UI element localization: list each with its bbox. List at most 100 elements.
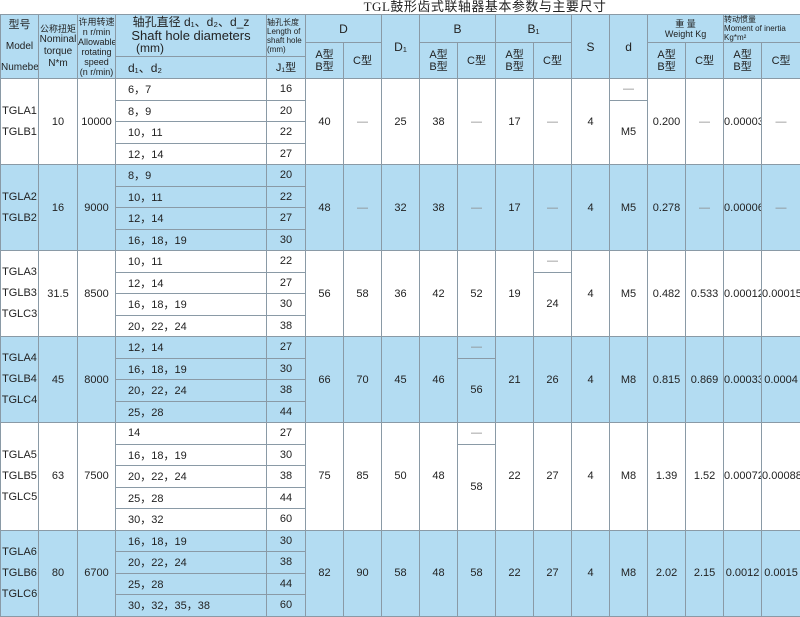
shaft-length-cell: 38 <box>266 314 306 337</box>
model-number: TGLA5 <box>2 448 37 461</box>
table-row: TGLA4 TGLB4 TGLC4 45 8000 12，14 27 66 70 45 46—21 2… <box>0 336 800 423</box>
i-c-cell: 0.0004 <box>761 336 800 423</box>
w-ab-cell: 1.39 <box>647 422 687 531</box>
shaft-diameter-cell: 20，22，24 <box>115 379 267 402</box>
model-cell: TGLA5 TGLB5 TGLC5 <box>0 422 39 531</box>
shaft-length-cell: 27 <box>266 207 306 230</box>
model-number: TGLC6 <box>1 587 38 600</box>
shaft-length-cell: 27 <box>266 271 306 294</box>
shaft-diameter-cell: 14 <box>115 422 267 445</box>
b1-c-cell: — <box>533 164 573 251</box>
b-c-cell: — <box>457 336 497 359</box>
shaft-diameter-cell: 16，18，19 <box>115 529 267 552</box>
b-c-cell: — <box>457 422 497 445</box>
w-ab-cell: 0.278 <box>647 164 687 251</box>
torque-cell: 16 <box>38 164 78 251</box>
header-inertia: 转动惯量 Moment of inertia Kg*m² <box>723 14 800 43</box>
shaft-diameter-cell: 25，28 <box>115 400 267 423</box>
shaft-length-cell: 30 <box>266 357 306 380</box>
d-cell: — <box>609 78 649 101</box>
b1-ab-cell: 17 <box>495 78 535 165</box>
table-row: 10，11 22 <box>1 185 800 208</box>
b-ab-cell: 48 <box>419 529 459 617</box>
b-c-cell: 52 <box>457 250 497 337</box>
d-ab-cell: 82 <box>305 529 344 617</box>
model-number: TGLA2 <box>2 190 37 203</box>
shaft-diameter-cell: 12，14 <box>115 207 267 230</box>
header-b-c-type: C型 <box>457 42 497 79</box>
header-b1-c-type: C型 <box>533 42 573 79</box>
header-d1-d2: d₁、d₂ <box>115 56 267 79</box>
b-c-cell: 56 <box>457 357 497 423</box>
shaft-length-cell: 27 <box>266 142 306 165</box>
header-speed: 许用转速 n r/min Allowable rotating speed (n… <box>77 14 116 79</box>
shaft-length-cell: 22 <box>266 185 306 208</box>
i-c-cell: 0.0015 <box>761 529 800 617</box>
shaft-length-cell: 20 <box>266 164 306 187</box>
b1-ab-cell: 22 <box>495 529 535 617</box>
header-b-ab-type: A型 B型 <box>419 42 459 79</box>
b-c-cell: — <box>457 78 497 165</box>
i-ab-cell: 0.00033 <box>723 336 763 423</box>
table-row: TGLA1 TGLB1 10 10000 6，7 16 40—25 38—17—4—0.200… <box>0 78 800 165</box>
d-c-cell: 90 <box>342 529 383 617</box>
shaft-length-cell: 16 <box>266 78 306 101</box>
shaft-diameter-cell: 16，18，19 <box>115 443 267 466</box>
shaft-diameter-cell: 8，9 <box>115 99 267 122</box>
shaft-length-cell: 44 <box>266 572 306 595</box>
table-body: TGLA1 TGLB1 10 10000 6，7 16 40—25 38—17—4—0.200… <box>0 78 800 617</box>
shaft-length-cell: 44 <box>266 486 306 509</box>
shaft-diameter-cell: 16，18，19 <box>115 228 267 251</box>
i-ab-cell: 0.00072 <box>723 422 763 531</box>
table-row: TGLA5 TGLB5 TGLC5 63 7500 14 27 75 85 50 48—22 27 4 M… <box>0 422 800 531</box>
shaft-diameter-cell: 25，28 <box>115 486 267 509</box>
i-ab-cell: 0.00012 <box>723 250 763 337</box>
table-row: 8，9 20 M5 <box>1 99 800 165</box>
model-number: TGLB1 <box>2 125 37 138</box>
shaft-length-cell: 38 <box>266 465 306 488</box>
speed-cell: 8500 <box>77 250 116 337</box>
d-cell: M8 <box>609 529 649 617</box>
header-b1-ab-type: A型 B型 <box>495 42 535 79</box>
model-number: TGLA3 <box>2 266 37 278</box>
coupling-spec-table: 型号 Model Numeber 公称扭矩 Nominal torque N*m… <box>0 14 800 617</box>
d1-cell: 50 <box>381 422 421 531</box>
s-cell: 4 <box>571 250 611 337</box>
speed-cell: 8000 <box>77 336 116 423</box>
w-c-cell: 1.52 <box>685 422 725 531</box>
header-inertia-ab-type: A型 B型 <box>723 42 763 79</box>
model-number: TGLA1 <box>2 104 37 117</box>
model-number: TGLB4 <box>2 373 37 385</box>
torque-cell: 45 <box>38 336 78 423</box>
b1-ab-cell: 17 <box>495 164 535 251</box>
d1-cell: 45 <box>381 336 421 423</box>
w-c-cell: 0.869 <box>685 336 725 423</box>
table-row: 25，28 44 <box>1 572 800 595</box>
model-cell: TGLA3 TGLB3 TGLC3 <box>0 250 39 337</box>
shaft-length-cell: 38 <box>266 551 306 574</box>
model-number: TGLB5 <box>2 469 37 482</box>
header-weight-ab-type: A型 B型 <box>647 42 687 79</box>
s-cell: 4 <box>571 164 611 251</box>
d-cell: M8 <box>609 336 649 423</box>
model-number: TGLB2 <box>2 211 37 224</box>
shaft-diameter-cell: 10，11 <box>115 250 267 273</box>
b1-c-cell: 27 <box>533 422 573 531</box>
d-ab-cell: 56 <box>305 250 344 337</box>
header-length: 轴孔长度 Length of shaft hole (mm) <box>266 14 306 57</box>
d1-cell: 32 <box>381 164 421 251</box>
b1-c-cell: — <box>533 250 573 273</box>
d1-cell: 36 <box>381 250 421 337</box>
b1-c-cell: 24 <box>533 271 573 337</box>
table-row: TGLA2 TGLB2 16 9000 8，9 20 48—32 38—17—4 M5 0.278… <box>0 164 800 251</box>
shaft-diameter-cell: 12，14 <box>115 271 267 294</box>
table-row: 16，18，19 30 <box>1 228 800 251</box>
header-weight: 重 量 Weight Kg <box>647 14 725 43</box>
model-cell: TGLA2 TGLB2 <box>0 164 39 251</box>
w-ab-cell: 2.02 <box>647 529 687 617</box>
d1-cell: 58 <box>381 529 421 617</box>
w-ab-cell: 0.815 <box>647 336 687 423</box>
i-c-cell: — <box>761 164 800 251</box>
d-cell: M5 <box>609 99 649 165</box>
shaft-diameter-cell: 12，14 <box>115 142 267 165</box>
